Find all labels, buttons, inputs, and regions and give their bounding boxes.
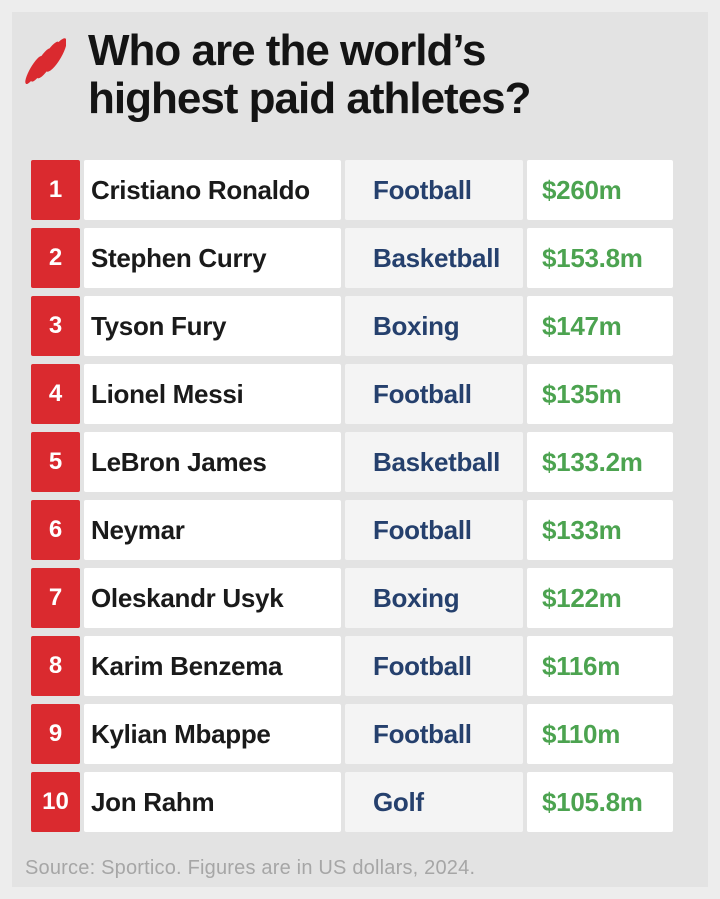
athlete-name: Jon Rahm — [84, 772, 341, 832]
earnings-value: $110m — [527, 704, 673, 764]
athlete-name: Neymar — [84, 500, 341, 560]
athlete-name: Karim Benzema — [84, 636, 341, 696]
earnings-value: $147m — [527, 296, 673, 356]
page-title-line2: highest paid athletes? — [88, 74, 532, 123]
athlete-name: Kylian Mbappe — [84, 704, 341, 764]
sport-label: Boxing — [345, 568, 523, 628]
athlete-name: Stephen Curry — [84, 228, 341, 288]
table-row: 5 LeBron James Basketball $133.2m — [31, 432, 673, 492]
sport-label: Basketball — [345, 228, 523, 288]
rank-badge: 6 — [31, 500, 80, 560]
rank-badge: 10 — [31, 772, 80, 832]
table-row: 6 Neymar Football $133m — [31, 500, 673, 560]
athlete-name: Tyson Fury — [84, 296, 341, 356]
sport-label: Boxing — [345, 296, 523, 356]
athlete-name: Cristiano Ronaldo — [84, 160, 341, 220]
sport-label: Football — [345, 160, 523, 220]
earnings-value: $116m — [527, 636, 673, 696]
athlete-name: Lionel Messi — [84, 364, 341, 424]
table-row: 8 Karim Benzema Football $116m — [31, 636, 673, 696]
table-row: 2 Stephen Curry Basketball $153.8m — [31, 228, 673, 288]
rankings-table: 1 Cristiano Ronaldo Football $260m 2 Ste… — [31, 160, 673, 832]
rank-badge: 7 — [31, 568, 80, 628]
rank-badge: 4 — [31, 364, 80, 424]
sport-label: Football — [345, 704, 523, 764]
earnings-value: $260m — [527, 160, 673, 220]
sport-label: Football — [345, 364, 523, 424]
earnings-value: $133m — [527, 500, 673, 560]
table-row: 9 Kylian Mbappe Football $110m — [31, 704, 673, 764]
sport-label: Basketball — [345, 432, 523, 492]
sbs-logo-icon — [25, 38, 66, 84]
page-title-line1: Who are the world’s — [88, 26, 486, 75]
earnings-value: $105.8m — [527, 772, 673, 832]
table-row: 1 Cristiano Ronaldo Football $260m — [31, 160, 673, 220]
sport-label: Golf — [345, 772, 523, 832]
athlete-name: Oleskandr Usyk — [84, 568, 341, 628]
table-row: 3 Tyson Fury Boxing $147m — [31, 296, 673, 356]
page-title: Who are the world’s highest paid athlete… — [88, 26, 532, 123]
earnings-value: $133.2m — [527, 432, 673, 492]
sport-label: Football — [345, 500, 523, 560]
earnings-value: $122m — [527, 568, 673, 628]
rank-badge: 2 — [31, 228, 80, 288]
table-row: 10 Jon Rahm Golf $105.8m — [31, 772, 673, 832]
earnings-value: $153.8m — [527, 228, 673, 288]
athlete-name: LeBron James — [84, 432, 341, 492]
rank-badge: 3 — [31, 296, 80, 356]
source-note: Source: Sportico. Figures are in US doll… — [25, 857, 476, 879]
table-row: 4 Lionel Messi Football $135m — [31, 364, 673, 424]
sport-label: Football — [345, 636, 523, 696]
earnings-value: $135m — [527, 364, 673, 424]
rank-badge: 8 — [31, 636, 80, 696]
rank-badge: 5 — [31, 432, 80, 492]
rank-badge: 1 — [31, 160, 80, 220]
rank-badge: 9 — [31, 704, 80, 764]
header: Who are the world’s highest paid athlete… — [25, 26, 532, 123]
table-row: 7 Oleskandr Usyk Boxing $122m — [31, 568, 673, 628]
